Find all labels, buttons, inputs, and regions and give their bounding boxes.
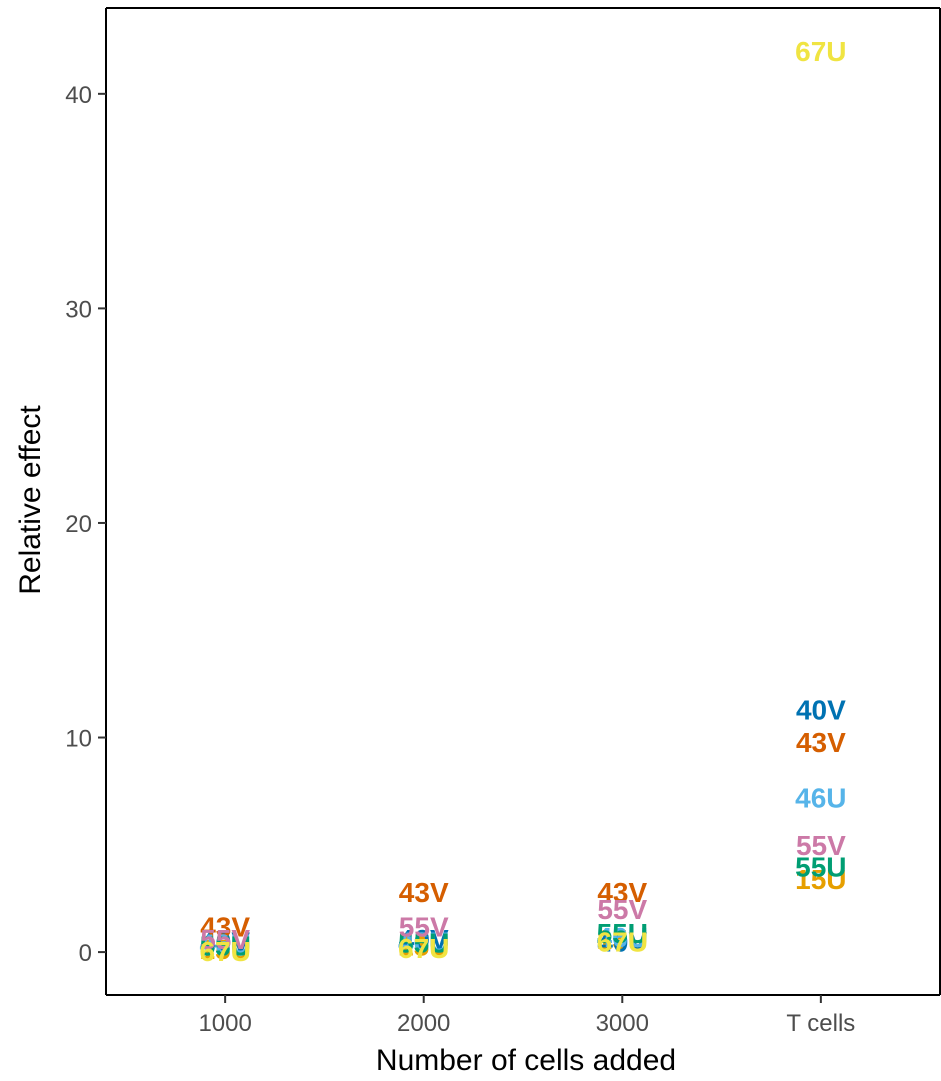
point-label-67u: 67U [199, 936, 250, 967]
point-label-40v: 40V [597, 926, 647, 957]
y-axis-ticks: 0 10 20 30 40 [65, 82, 106, 967]
y-tick-label: 20 [65, 511, 92, 538]
y-tick-label: 10 [65, 726, 92, 753]
x-tick-label: T cells [786, 1010, 855, 1037]
point-label-67u: 67U [795, 36, 846, 67]
point-label-67u: 67U [398, 933, 449, 964]
point-label-55v: 55V [399, 911, 449, 942]
point-label-43v: 43V [597, 877, 647, 908]
point-label-15u: 15U [597, 924, 648, 955]
y-axis-title: Relative effect [14, 405, 47, 595]
point-label-15u: 15U [199, 934, 250, 965]
point-label-43v: 43V [796, 727, 846, 758]
x-tick-label: 1000 [198, 1010, 251, 1037]
y-tick-label: 30 [65, 296, 92, 323]
point-label-55v: 55V [200, 924, 250, 955]
x-tick-label: 2000 [397, 1010, 450, 1037]
panel-background [106, 8, 940, 995]
point-label-67u: 67U [597, 926, 648, 957]
plot-panel [106, 8, 940, 995]
point-label-46u: 46U [199, 929, 250, 960]
point-label-15u: 15U [795, 864, 846, 895]
point-label-55u: 55U [597, 918, 648, 949]
point-label-46u: 46U [597, 922, 648, 953]
y-tick-label: 0 [79, 940, 92, 967]
point-label-55u: 55U [199, 931, 250, 962]
point-label-15u: 15U [398, 931, 449, 962]
x-axis-title: Number of cells added [376, 1044, 676, 1077]
point-label-40v: 40V [200, 926, 250, 957]
point-label-55v: 55V [597, 894, 647, 925]
point-label-55v: 55V [796, 830, 846, 861]
point-label-40v: 40V [399, 924, 449, 955]
x-axis-ticks: 1000 2000 3000 T cells [198, 995, 855, 1037]
point-label-43v: 43V [200, 911, 250, 942]
point-label-46u: 46U [795, 783, 846, 814]
y-tick-label: 40 [65, 82, 92, 109]
axes [105, 7, 941, 996]
point-label-55u: 55U [795, 851, 846, 882]
point-label-40v: 40V [796, 695, 846, 726]
point-label-46u: 46U [398, 926, 449, 957]
point-label-55u: 55U [398, 927, 449, 958]
x-tick-label: 3000 [596, 1010, 649, 1037]
point-label-43v: 43V [399, 877, 449, 908]
